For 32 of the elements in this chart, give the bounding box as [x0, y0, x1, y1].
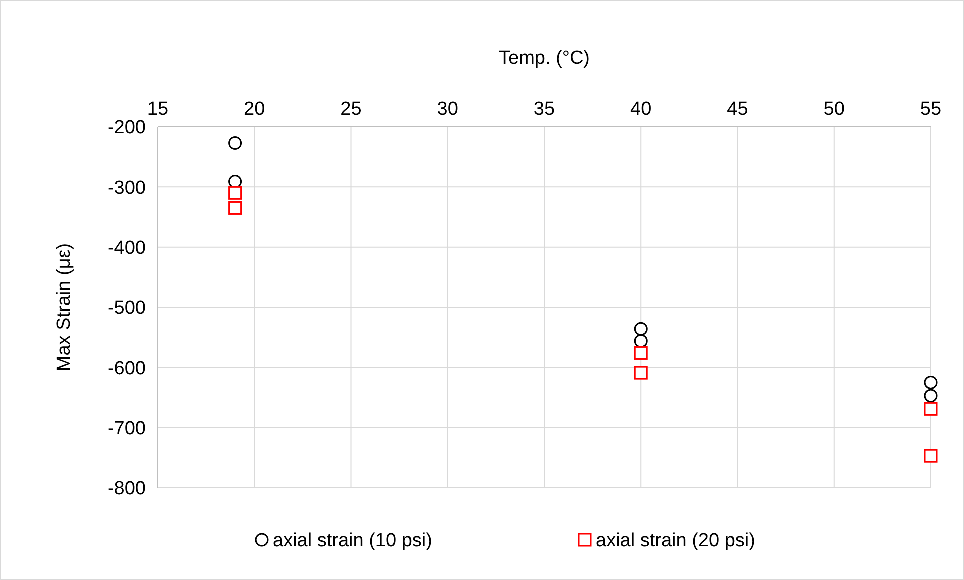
x-axis-title: Temp. (°C) [499, 48, 590, 69]
legend-label: axial strain (20 psi) [596, 530, 756, 552]
x-tick-label: 50 [824, 99, 845, 120]
y-axis-title: Max Strain (με) [54, 243, 75, 372]
legend-label: axial strain (10 psi) [273, 530, 432, 552]
y-tick-label: -200 [108, 118, 146, 139]
point [634, 334, 648, 348]
x-tick-label: 35 [534, 99, 556, 120]
x-tick-label: 40 [630, 99, 652, 120]
y-tick-label: -500 [108, 298, 146, 320]
x-tick-label: 25 [340, 99, 362, 120]
point [634, 366, 648, 380]
point [634, 322, 648, 336]
point [634, 346, 648, 360]
point [228, 186, 242, 200]
point [924, 389, 938, 403]
y-tick-label: -700 [108, 418, 146, 440]
x-tick-label: 15 [147, 99, 169, 120]
y-tick-label: -600 [108, 358, 146, 380]
y-tick-label: -300 [108, 178, 146, 199]
x-tick-label: 30 [437, 99, 458, 120]
y-tick-label: -400 [108, 238, 146, 259]
point [228, 175, 242, 188]
y-tick-label: -800 [108, 478, 146, 500]
x-tick-label: 20 [244, 99, 266, 120]
point [228, 136, 242, 150]
x-tick-label: 45 [727, 99, 748, 120]
point [924, 376, 938, 390]
point [924, 402, 938, 416]
point [228, 201, 242, 215]
point [924, 449, 938, 463]
x-tick-label: 55 [920, 99, 942, 120]
